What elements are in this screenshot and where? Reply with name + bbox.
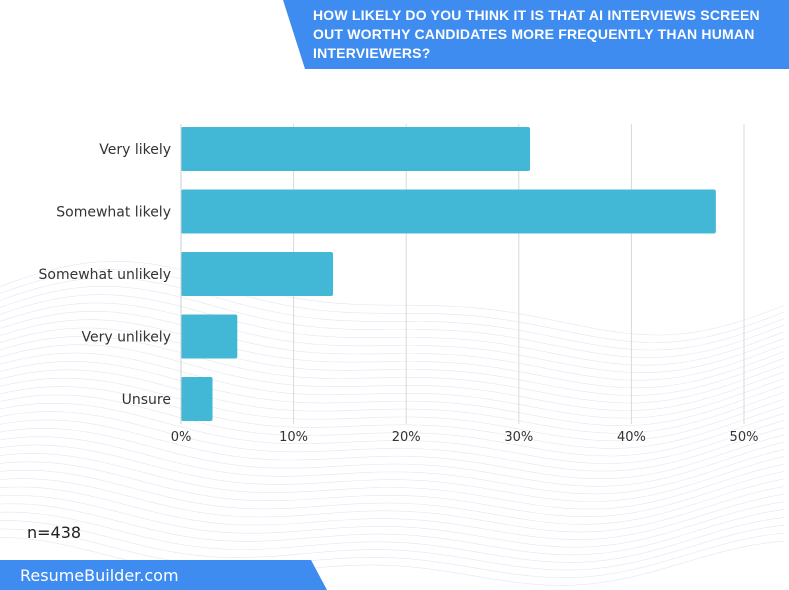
wave-line (0, 261, 785, 336)
wave-line (0, 503, 785, 556)
wave-line (0, 444, 785, 502)
wave-line (0, 495, 785, 548)
wave-line (0, 361, 785, 427)
sample-size-label: n=438 (27, 523, 82, 542)
x-tick-label: 0% (171, 430, 192, 445)
wave-line (0, 419, 785, 480)
wave-line (0, 294, 785, 366)
wave-line (0, 277, 785, 351)
wave-line (0, 336, 785, 404)
wave-line (0, 310, 785, 381)
wave-line (0, 428, 785, 487)
wave-line (0, 461, 785, 517)
wave-line (0, 411, 785, 472)
bar (181, 314, 238, 359)
category-label: Very likely (99, 142, 171, 158)
chart-title: HOW LIKELY DO YOU THINK IT IS THAT AI IN… (313, 7, 760, 61)
category-label: Very unlikely (81, 330, 171, 346)
x-tick-label: 50% (730, 430, 759, 445)
wave-line (0, 302, 785, 373)
wave-line (0, 369, 785, 434)
wave-line (0, 319, 785, 389)
brand-link[interactable]: ResumeBuilder.com (20, 566, 179, 585)
wave-line (0, 394, 785, 457)
wave-line (0, 327, 785, 396)
wave-line (0, 352, 785, 419)
x-tick-label: 10% (279, 430, 308, 445)
wave-line (0, 520, 785, 571)
wave-line (0, 453, 785, 510)
x-tick-label: 30% (504, 430, 533, 445)
wave-line (0, 386, 785, 449)
category-label: Somewhat unlikely (39, 267, 171, 283)
brand-bar (0, 560, 327, 590)
x-tick-label: 40% (617, 430, 646, 445)
category-label: Somewhat likely (56, 205, 171, 221)
wave-line (0, 486, 785, 540)
wave-line (0, 285, 785, 358)
wave-line (0, 469, 785, 525)
bar (181, 189, 716, 234)
wave-line (0, 528, 785, 578)
wave-line (0, 402, 785, 464)
category-label: Unsure (122, 392, 171, 408)
wave-line (0, 269, 785, 343)
wave-line (0, 344, 785, 411)
title-banner (283, 0, 789, 69)
bar (181, 377, 213, 421)
wave-line (0, 377, 785, 442)
wave-line (0, 511, 785, 563)
x-tick-label: 20% (392, 430, 421, 445)
wave-line (0, 436, 785, 495)
wave-line (0, 478, 785, 533)
bar (181, 127, 531, 171)
bar (181, 252, 334, 296)
